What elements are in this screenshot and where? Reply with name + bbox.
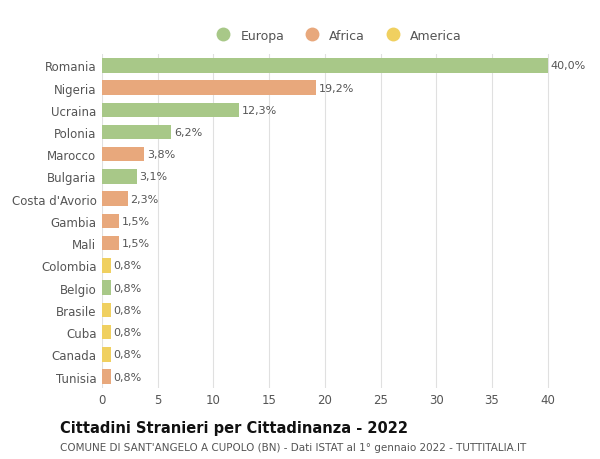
Bar [102,369,111,384]
Bar [102,236,119,251]
Legend: Europa, Africa, America: Europa, Africa, America [205,25,467,48]
Text: 0,8%: 0,8% [114,327,142,337]
Text: 12,3%: 12,3% [242,106,277,116]
Text: 2,3%: 2,3% [130,194,158,204]
Text: Cittadini Stranieri per Cittadinanza - 2022: Cittadini Stranieri per Cittadinanza - 2… [60,420,408,435]
Text: 1,5%: 1,5% [122,239,149,249]
Bar [102,281,111,295]
Bar [102,347,111,362]
Text: 0,8%: 0,8% [114,350,142,359]
Bar [102,81,316,95]
Text: 0,8%: 0,8% [114,372,142,382]
Text: 1,5%: 1,5% [122,217,149,226]
Bar [102,148,145,162]
Text: 3,1%: 3,1% [139,172,167,182]
Text: 0,8%: 0,8% [114,305,142,315]
Text: 19,2%: 19,2% [319,84,354,93]
Text: 3,8%: 3,8% [147,150,175,160]
Text: 40,0%: 40,0% [551,61,586,71]
Bar [102,103,239,118]
Bar [102,125,171,140]
Bar [102,192,128,207]
Bar [102,325,111,340]
Text: COMUNE DI SANT'ANGELO A CUPOLO (BN) - Dati ISTAT al 1° gennaio 2022 - TUTTITALIA: COMUNE DI SANT'ANGELO A CUPOLO (BN) - Da… [60,442,526,452]
Bar [102,303,111,318]
Bar [102,214,119,229]
Bar [102,59,548,73]
Bar [102,258,111,273]
Text: 0,8%: 0,8% [114,261,142,271]
Text: 0,8%: 0,8% [114,283,142,293]
Text: 6,2%: 6,2% [174,128,202,138]
Bar [102,170,137,185]
